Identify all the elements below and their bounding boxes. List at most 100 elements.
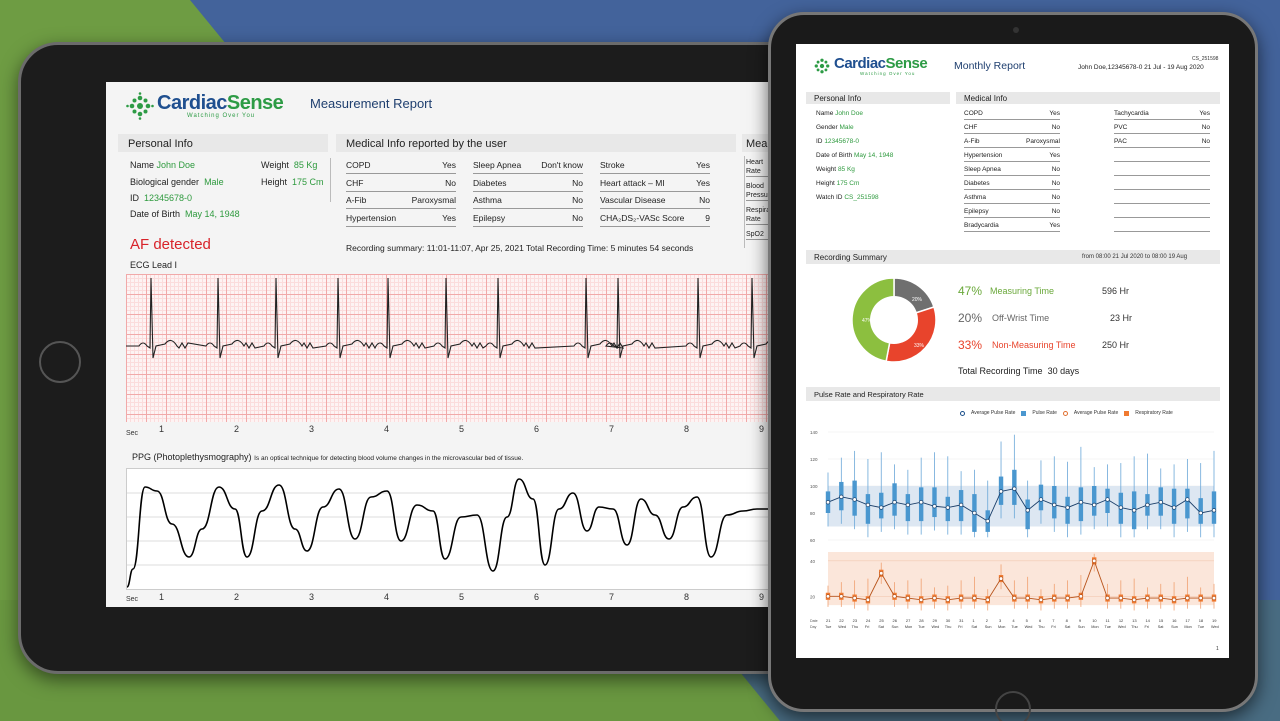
medical-answer: No bbox=[1051, 180, 1060, 187]
medical-answer: No bbox=[1051, 124, 1060, 131]
medical-row: Epilepsy No bbox=[964, 208, 1060, 218]
personal-row: Name John Doe bbox=[816, 110, 863, 117]
date-tick-label: 17 bbox=[1185, 618, 1190, 623]
time-tick: 2 bbox=[234, 424, 240, 434]
date-tick-label: 21 bbox=[826, 618, 831, 623]
medical-row: Epilepsy No bbox=[473, 213, 583, 227]
date-tick-label: 4 bbox=[1012, 618, 1015, 623]
pulse-box bbox=[905, 494, 911, 522]
dob-value: May 14, 1948 bbox=[185, 209, 240, 219]
pulse-box bbox=[1065, 496, 1070, 524]
avg-resp-point bbox=[1025, 595, 1030, 601]
day-tick-label: Sun bbox=[985, 625, 992, 629]
legend-resp: Respiratory Rate bbox=[1135, 410, 1173, 416]
medical-row: COPD Yes bbox=[964, 110, 1060, 120]
avg-resp-point bbox=[879, 571, 884, 576]
medical-condition: A-Fib bbox=[346, 195, 367, 205]
medical-condition: Heart attack – MI bbox=[600, 177, 665, 188]
avg-pulse-point bbox=[1171, 505, 1177, 510]
avg-resp-point bbox=[865, 597, 871, 602]
medical-row: Diabetes No bbox=[964, 180, 1060, 190]
home-button[interactable] bbox=[39, 341, 81, 383]
measurement-row-label: SpO2 bbox=[746, 230, 770, 240]
date-tick-label: 18 bbox=[1199, 618, 1204, 623]
monthly-report-screen: CardiacSense Watching Over You Monthly R… bbox=[796, 44, 1229, 658]
medical-condition: Hypertension bbox=[964, 152, 1003, 159]
date-tick-label: 14 bbox=[1145, 618, 1150, 623]
medical-row: Tachycardia Yes bbox=[1114, 110, 1210, 120]
personal-row: Gender Male bbox=[816, 124, 854, 131]
avg-pulse-point bbox=[1145, 502, 1150, 508]
avg-pulse-point bbox=[998, 489, 1004, 494]
avg-resp-point bbox=[919, 597, 924, 602]
page-number: 1 bbox=[1216, 646, 1219, 652]
home-button[interactable] bbox=[995, 691, 1031, 721]
personal-label: Watch ID bbox=[816, 194, 843, 201]
personal-label: ID bbox=[816, 138, 823, 145]
avg-pulse-point bbox=[1052, 502, 1057, 508]
medical-row: CHF No bbox=[964, 124, 1060, 134]
brand-tagline: Watching Over You bbox=[187, 113, 256, 119]
medical-row bbox=[1114, 208, 1210, 218]
recording-donut-chart: 47% 20% 33% bbox=[851, 277, 937, 363]
medical-answer: No bbox=[1201, 124, 1210, 131]
personal-value: Male bbox=[839, 124, 854, 131]
divider bbox=[744, 156, 745, 248]
donut-hole bbox=[870, 296, 918, 344]
measurements-heading: Mea bbox=[746, 138, 768, 150]
date-tick-label: 11 bbox=[1106, 618, 1111, 623]
medical-row: PVC No bbox=[1114, 124, 1210, 134]
date-tick-label: 22 bbox=[839, 618, 844, 623]
avg-pulse-point bbox=[1185, 497, 1190, 502]
personal-value: 12345678-0 bbox=[824, 138, 860, 145]
height-label: Height bbox=[261, 177, 288, 187]
avg-pulse-point bbox=[1038, 497, 1044, 502]
medical-row: Vascular Disease No bbox=[600, 195, 710, 209]
medical-info-heading: Medical Info bbox=[964, 94, 1008, 103]
avg-pulse-point bbox=[879, 505, 884, 510]
date-tick-label: 2 bbox=[986, 618, 989, 623]
day-tick-label: Wed bbox=[1118, 625, 1126, 629]
doc-id: CS_251598 bbox=[1192, 56, 1219, 62]
medical-condition: A-Fib bbox=[964, 138, 980, 145]
day-tick-label: Sun bbox=[892, 625, 899, 629]
slice-label-nonmeasuring: 33% bbox=[914, 343, 925, 349]
personal-value: John Doe bbox=[835, 110, 863, 117]
avg-resp-point bbox=[852, 595, 857, 601]
time-tick: 7 bbox=[609, 592, 615, 602]
time-tick: 7 bbox=[609, 424, 615, 434]
personal-row: ID 12345678-0 bbox=[816, 138, 859, 145]
avg-resp-point bbox=[1052, 595, 1057, 601]
day-tick-label: Wed bbox=[1211, 625, 1219, 629]
avg-resp-point bbox=[1092, 558, 1097, 564]
ppg-description: Is an optical technique for detecting bl… bbox=[254, 455, 524, 462]
medical-row: Bradycardia Yes bbox=[964, 222, 1060, 232]
medical-answer: Yes bbox=[1199, 110, 1210, 117]
pulse-chart-marks: 14012010080604020DateDay21Tue22Wed23Thu2… bbox=[810, 430, 1219, 629]
day-tick-label: Fri bbox=[1144, 625, 1149, 629]
height-row: Height 175 Cm bbox=[261, 177, 324, 187]
measuring-pct: 47% bbox=[958, 284, 983, 298]
medical-condition: Epilepsy bbox=[964, 208, 989, 215]
pulse-rate-bar bbox=[806, 387, 1220, 401]
avg-pulse-point bbox=[892, 500, 897, 505]
avg-pulse-point bbox=[1118, 505, 1123, 510]
medical-condition: Asthma bbox=[473, 195, 502, 205]
medical-answer: Paroxysmal bbox=[411, 195, 456, 205]
height-value: 175 Cm bbox=[292, 177, 324, 187]
day-tick-label: Fri bbox=[958, 625, 963, 629]
medical-row: Diabetes No bbox=[473, 178, 583, 192]
pulse-box bbox=[1025, 499, 1030, 530]
date-tick-label: 19 bbox=[1212, 618, 1217, 623]
total-recording-label: Total Recording Time bbox=[958, 366, 1043, 376]
recording-summary: Recording summary: 11:01-11:07, Apr 25, … bbox=[346, 243, 524, 253]
avg-resp-point bbox=[1078, 594, 1084, 599]
medical-condition: PAC bbox=[1114, 138, 1127, 145]
medical-row: Heart attack – MI Yes bbox=[600, 178, 710, 192]
medical-info-bar bbox=[956, 92, 1220, 104]
ecg-lead-label: ECG Lead I bbox=[130, 260, 178, 270]
pulse-box bbox=[865, 494, 871, 524]
day-tick-label: Mon bbox=[998, 625, 1005, 629]
y-tick-label: 60 bbox=[810, 538, 816, 543]
personal-row: Weight 85 Kg bbox=[816, 166, 855, 173]
